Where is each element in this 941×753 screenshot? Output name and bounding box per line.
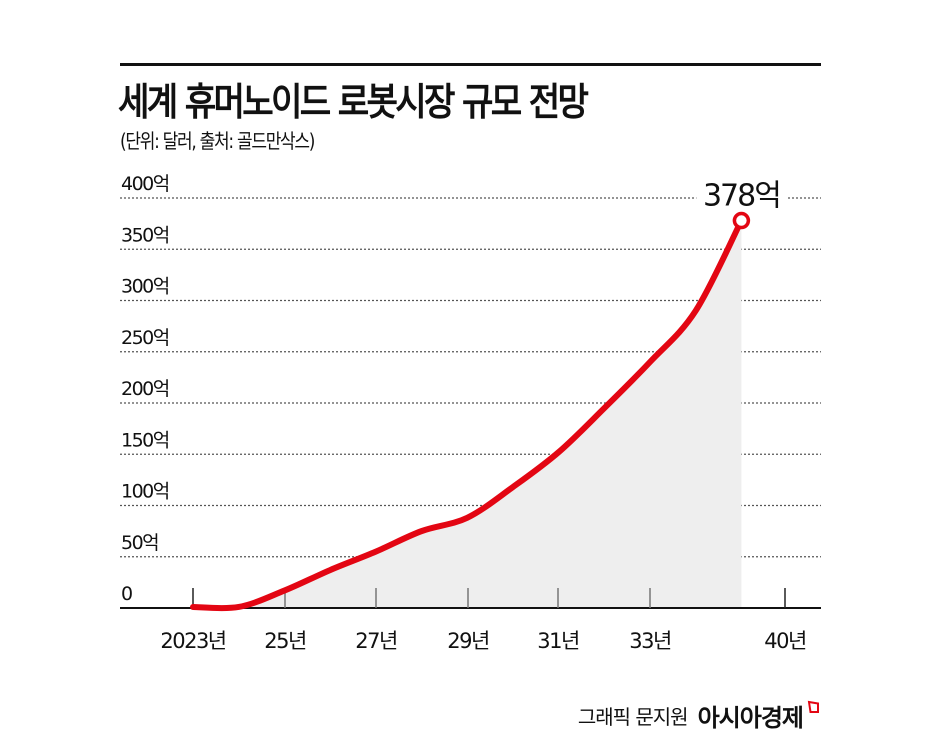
endpoint-label: 378억	[703, 179, 780, 214]
footer: 그래픽 문지원 아시아경제	[578, 698, 821, 733]
top-rule	[120, 63, 821, 66]
y-tick-label: 150억	[121, 429, 169, 451]
x-tick-label: 31년	[537, 629, 579, 653]
y-tick-label: 50억	[121, 532, 158, 554]
endpoint-label-bg	[696, 176, 787, 211]
x-tick-label: 29년	[447, 629, 489, 653]
x-axis-ticks: 2023년 25년 27년 29년 31년 33년 40년	[160, 588, 807, 653]
y-tick-label: 300억	[121, 276, 169, 298]
y-tick-label: 200억	[121, 378, 169, 400]
y-tick-label: 250억	[121, 327, 169, 349]
y-axis-labels: 0 50억 100억 150억 200억 250억 300억 350억 400억	[121, 173, 170, 605]
chart-subtitle: (단위: 달러, 출처: 골드만삭스)	[120, 129, 315, 153]
brand-logo: 아시아경제	[697, 704, 804, 732]
y-tick-label: 400억	[121, 173, 169, 195]
x-tick-label: 33년	[629, 629, 671, 653]
x-tick-label: 2023년	[160, 629, 225, 653]
area-fill	[193, 220, 742, 609]
y-tick-label: 0	[121, 583, 132, 605]
y-tick-label: 350억	[121, 224, 169, 246]
x-tick-label: 40년	[764, 629, 806, 653]
data-line	[190, 217, 745, 612]
brand-mark-icon	[807, 700, 819, 713]
y-tick-label: 100억	[121, 481, 169, 503]
x-tick-label: 25년	[264, 629, 306, 653]
graphic-credit: 그래픽 문지원	[577, 705, 689, 729]
chart-title: 세계 휴머노이드 로봇시장 규모 전망	[118, 80, 589, 124]
endpoint-marker	[732, 211, 751, 230]
x-tick-label: 27년	[355, 629, 397, 653]
